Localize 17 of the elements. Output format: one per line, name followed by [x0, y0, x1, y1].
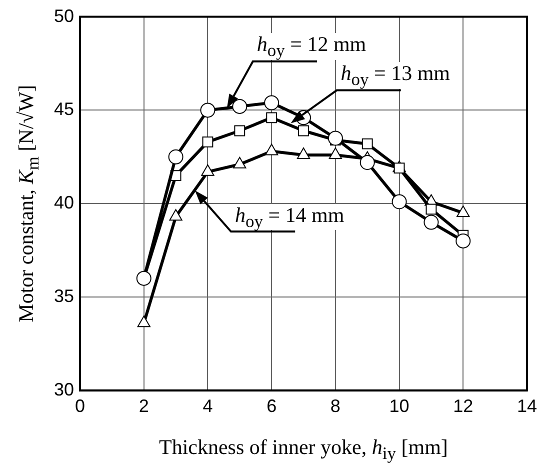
- x-tick-label: 14: [516, 396, 538, 416]
- annotation: h$_{oy}$ = 13 mm: [338, 61, 452, 90]
- x-tick-label: 12: [453, 396, 474, 416]
- annotation: h$_{oy}$ = 12 mm: [254, 32, 368, 61]
- y-tick-label: 40: [54, 192, 74, 213]
- y-tick-label: 45: [54, 99, 74, 120]
- x-tick-label: 8: [330, 396, 340, 416]
- x-tick-label: 2: [138, 396, 149, 416]
- x-tick-label: 10: [389, 396, 410, 416]
- y-tick-label: 35: [54, 286, 74, 306]
- x-tick-label: 0: [75, 396, 86, 416]
- y-tick-label: 50: [54, 6, 74, 26]
- x-axis-title: Thickness of inner yoke, h$_{iy}$ [mm]: [159, 435, 448, 464]
- annotation: h$_{oy}$ = 14 mm: [232, 202, 346, 231]
- x-tick-label: 6: [266, 396, 277, 416]
- y-tick-label: 30: [54, 379, 74, 400]
- x-tick-label: 4: [202, 396, 213, 416]
